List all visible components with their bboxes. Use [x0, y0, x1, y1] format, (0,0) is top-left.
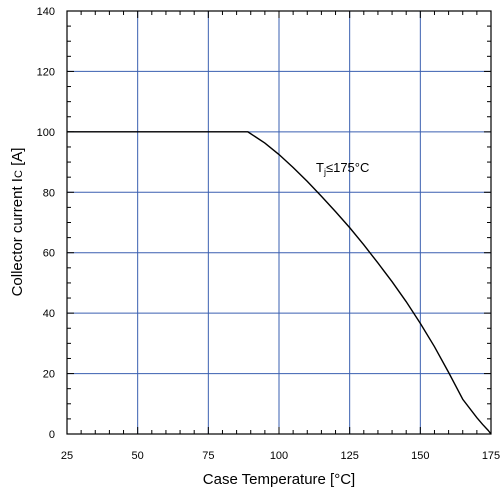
- y-tick-label: 100: [37, 127, 55, 139]
- y-tick-label: 0: [49, 429, 55, 441]
- y-tick-label: 20: [43, 369, 55, 381]
- x-tick-label: 75: [202, 450, 214, 462]
- x-tick-label: 100: [270, 450, 288, 462]
- annotation-main: T: [316, 160, 324, 175]
- y-axis-title-main: Collector current I: [9, 178, 26, 296]
- y-tick-labels: 0 20 40 60 80 100 120 140: [37, 6, 55, 441]
- x-axis-title: Case Temperature [°C]: [203, 471, 355, 488]
- annotation-rest: ≤175°C: [326, 160, 369, 175]
- annotation-subscript: j: [323, 167, 326, 177]
- y-tick-label: 120: [37, 66, 55, 78]
- x-tick-label: 25: [61, 450, 73, 462]
- y-tick-label: 40: [43, 308, 55, 320]
- series-line: [67, 131, 492, 435]
- curve-annotation: Tj≤175°C: [316, 160, 369, 177]
- y-axis-title-subscript: C: [13, 170, 25, 178]
- y-axis-title: Collector current IC [A]: [9, 148, 26, 297]
- x-tick-label: 125: [340, 450, 358, 462]
- plot-frame: [66, 10, 492, 435]
- x-tick-label: 175: [482, 450, 500, 462]
- y-tick-label: 60: [43, 248, 55, 260]
- x-tick-label: 150: [411, 450, 429, 462]
- x-tick-labels: 25 50 75 100 125 150 175: [61, 450, 500, 462]
- y-tick-label: 140: [37, 6, 55, 18]
- grid-lines: [67, 11, 491, 434]
- x-tick-label: 50: [132, 450, 144, 462]
- y-axis-title-unit: [A]: [9, 148, 26, 171]
- y-tick-label: 80: [43, 187, 55, 199]
